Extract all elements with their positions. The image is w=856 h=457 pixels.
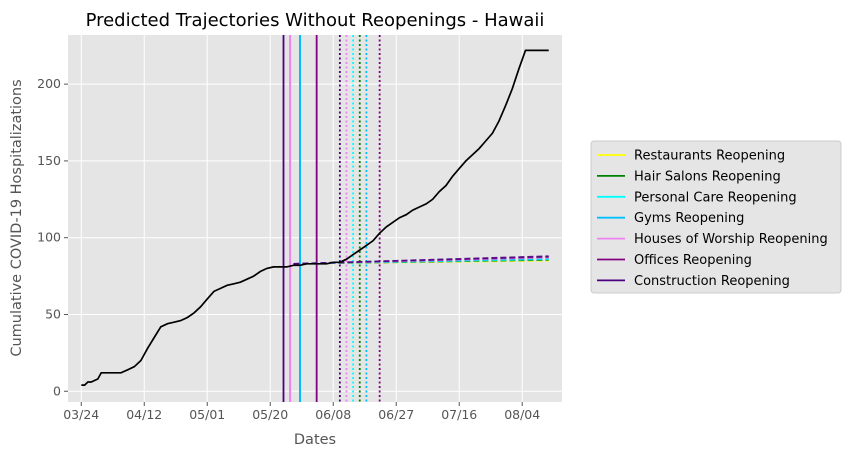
actual-hospitalizations-line [81,49,549,386]
x-tick-label: 07/16 [441,407,477,422]
x-tick-label: 05/01 [189,407,225,422]
legend-label: Houses of Worship Reopening [634,232,828,247]
predicted-trajectory [293,255,549,265]
x-tick-label: 06/27 [378,407,414,422]
legend-label: Gyms Reopening [634,211,744,226]
y-tick-label: 100 [37,230,61,245]
legend-label: Personal Care Reopening [634,190,797,205]
legend-label: Offices Reopening [634,253,752,268]
x-tick-label: 04/12 [126,407,162,422]
y-tick-label: 0 [53,383,61,398]
legend-label: Restaurants Reopening [634,149,785,164]
plot-area: 0 50 100 150 200 03/24 04/12 05/01 05/20 06/08 06/… [37,35,562,422]
legend-label: Hair Salons Reopening [634,169,781,184]
y-tick-label: 200 [37,76,61,91]
y-tick-label: 150 [37,153,61,168]
chart-title: Predicted Trajectories Without Reopening… [86,10,545,31]
y-tick-label: 50 [45,306,61,321]
series-group [81,35,549,402]
x-tick-label: 05/20 [252,407,288,422]
y-axis-label: Cumulative COVID-19 Hospitalizations [9,79,25,356]
legend-box [590,140,842,294]
legend: Restaurants Reopening Hair Salons Reopeni… [590,140,842,294]
x-axis-label: Dates [294,432,336,448]
x-tick-label: 06/08 [315,407,351,422]
x-tick-label: 08/04 [504,407,540,422]
plot-background [68,35,562,402]
legend-label: Construction Reopening [634,274,790,289]
x-tick-label: 03/24 [63,407,99,422]
